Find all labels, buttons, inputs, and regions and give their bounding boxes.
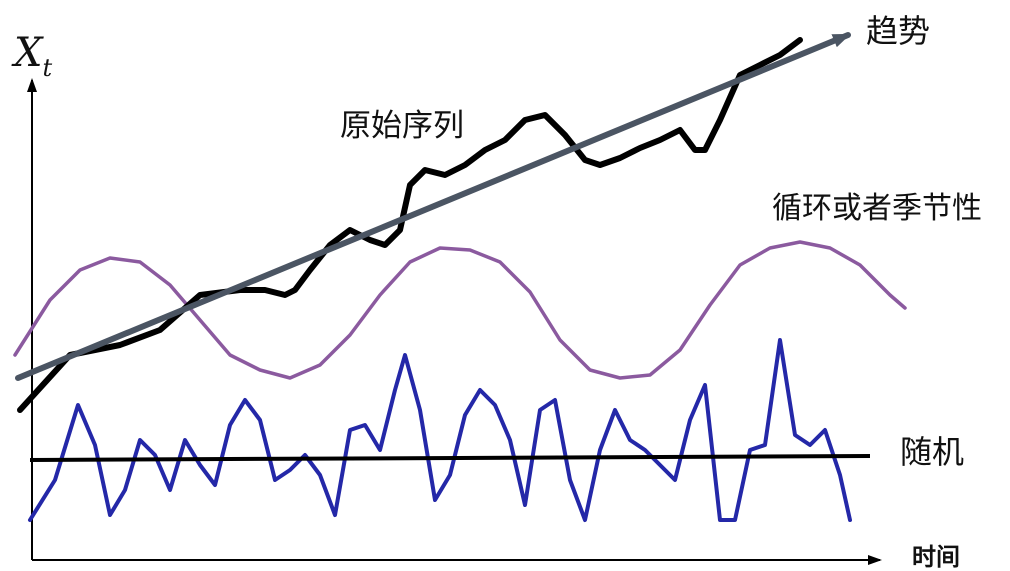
y-axis-label-subscript: t (42, 54, 52, 82)
seasonal-label: 循环或者季节性 (772, 191, 982, 226)
original-series-label: 原始序列 (340, 108, 464, 144)
random-baseline (29, 454, 871, 462)
random-line (28, 338, 852, 522)
x-axis-label: 时间 (912, 543, 960, 571)
random-label: 随机 (900, 433, 964, 471)
seasonal-line (13, 240, 907, 380)
original-series-line (17, 37, 803, 413)
trend-arrow (15, 32, 851, 381)
y-axis-label-main: X (11, 30, 44, 76)
y-axis-label: Xt (11, 30, 52, 82)
trend-label: 趋势 (866, 12, 930, 50)
